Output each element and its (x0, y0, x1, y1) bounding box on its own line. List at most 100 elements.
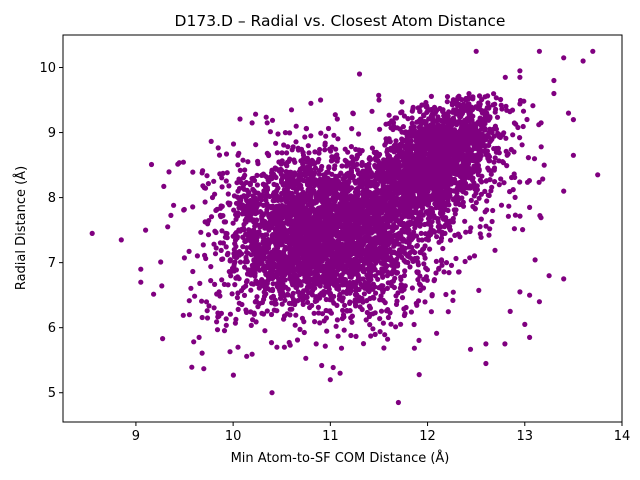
data-point (395, 261, 401, 267)
data-point (342, 278, 348, 284)
data-point (360, 341, 367, 347)
data-point (538, 120, 544, 126)
data-point (270, 293, 276, 299)
data-point (498, 96, 504, 103)
data-point (429, 114, 435, 120)
data-point (363, 317, 369, 323)
data-point (261, 293, 268, 299)
data-point (294, 337, 301, 343)
data-point (333, 323, 339, 329)
data-point (492, 123, 498, 129)
data-point (434, 330, 440, 336)
data-point (429, 293, 435, 299)
data-point (213, 245, 219, 251)
data-point (337, 201, 343, 207)
data-point (265, 277, 271, 283)
data-point (419, 183, 426, 189)
data-point (508, 146, 514, 153)
data-point (428, 309, 434, 315)
data-point (217, 171, 223, 177)
data-point (478, 234, 484, 240)
data-point (377, 126, 383, 132)
data-point (242, 238, 248, 244)
data-point (208, 214, 215, 220)
data-point (489, 218, 495, 225)
data-point (194, 253, 200, 259)
data-point (402, 268, 408, 274)
data-point (340, 307, 346, 313)
data-point (221, 328, 228, 334)
data-point (466, 91, 472, 97)
data-point (433, 258, 439, 264)
data-point (303, 126, 309, 132)
data-point (219, 277, 225, 283)
data-point (498, 202, 505, 208)
data-point (235, 290, 241, 296)
data-point (287, 312, 293, 318)
data-point (342, 197, 348, 203)
data-point (398, 276, 404, 283)
data-point (425, 216, 432, 222)
data-point (353, 192, 359, 198)
data-point (321, 274, 327, 280)
data-point (370, 294, 376, 300)
data-point (347, 299, 353, 305)
data-point (375, 276, 381, 282)
data-point (292, 257, 298, 263)
data-point (382, 332, 388, 338)
data-point (240, 234, 246, 240)
data-point (469, 177, 476, 183)
data-point (215, 145, 221, 151)
data-point (293, 123, 299, 129)
data-point (232, 282, 238, 288)
data-point (488, 171, 494, 177)
data-point (524, 116, 530, 123)
data-point (353, 285, 359, 291)
data-point (435, 216, 441, 222)
data-point (148, 161, 155, 168)
data-point (258, 194, 264, 200)
data-point (315, 304, 321, 310)
data-point (286, 158, 292, 164)
data-point (339, 266, 345, 272)
data-point (407, 264, 413, 270)
data-point (443, 291, 449, 298)
data-point (446, 270, 452, 276)
data-point (300, 150, 306, 156)
data-point (421, 261, 427, 267)
data-point (369, 196, 375, 202)
data-point (335, 333, 341, 339)
data-point (442, 230, 448, 236)
data-point (277, 259, 283, 265)
data-point (369, 145, 375, 151)
data-point (223, 178, 229, 184)
data-point (344, 222, 350, 228)
data-point (310, 178, 317, 184)
data-point (240, 244, 246, 250)
data-point (236, 205, 242, 211)
data-point (366, 288, 372, 295)
data-point (479, 173, 485, 179)
data-point (361, 291, 367, 297)
data-point (454, 190, 460, 196)
data-point (328, 158, 334, 164)
data-point (274, 182, 280, 188)
data-point (457, 234, 463, 240)
data-point (391, 265, 397, 271)
data-point (416, 372, 422, 378)
data-point (242, 172, 248, 178)
data-point (304, 155, 310, 161)
data-point (225, 191, 231, 197)
data-point (399, 189, 405, 195)
data-point (219, 175, 225, 181)
data-point (478, 216, 484, 222)
data-point (372, 331, 378, 337)
data-point (321, 318, 327, 324)
data-point (209, 194, 216, 201)
data-point (393, 324, 399, 330)
data-point (485, 100, 491, 106)
data-point (231, 247, 237, 253)
data-point (241, 186, 247, 192)
data-point (200, 168, 206, 174)
